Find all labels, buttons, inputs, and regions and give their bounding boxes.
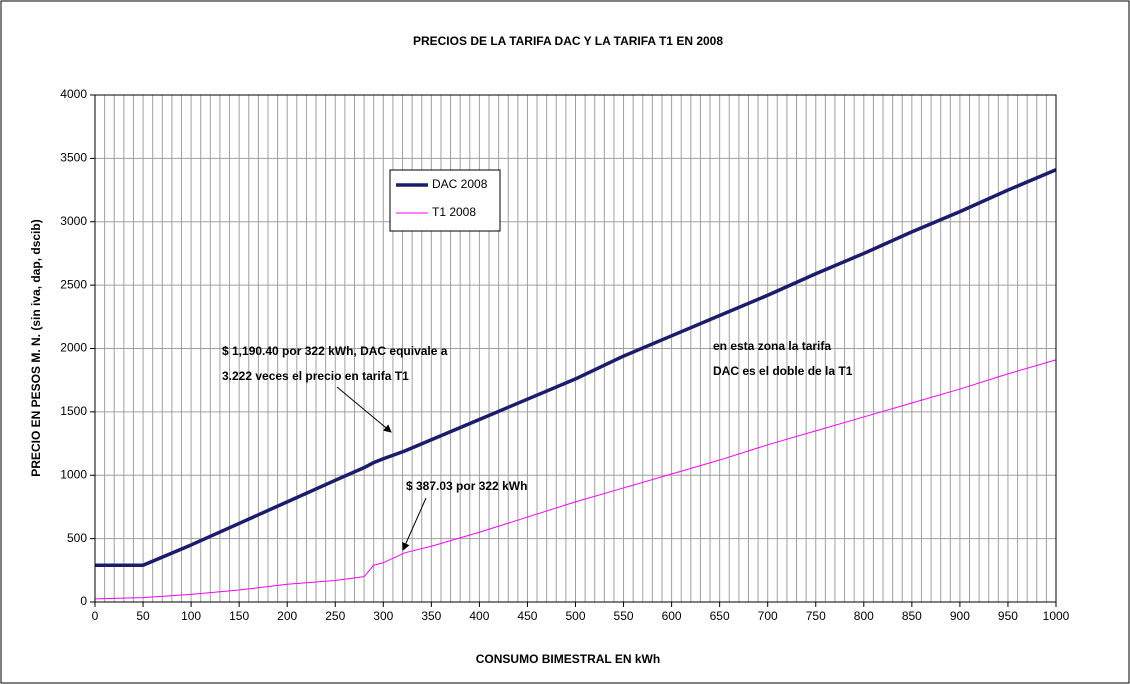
x-tick-label: 800 [854,609,874,623]
data-line [95,168,1057,567]
plot-border [94,94,1057,603]
x-axis-label: CONSUMO BIMESTRAL EN kWh [476,652,660,666]
data-line [94,359,1057,600]
x-tick-label: 950 [998,609,1018,623]
x-tick-label: 350 [421,609,441,623]
x-tick-label: 400 [469,609,489,623]
y-axis-label: PRECIO EN PESOS M. N. (sin iva, dap, dsc… [29,219,43,476]
annotation: $ 1,190.40 por 322 kWh, DAC equivale a [222,344,448,358]
annotation-arrow [336,386,392,433]
legend-label: DAC 2008 [432,177,488,191]
x-tick-label: 650 [710,609,730,623]
x-tick-label: 150 [229,609,249,623]
y-tick-label: 2000 [60,341,87,355]
y-tick-label: 500 [67,531,87,545]
x-tick-label: 450 [517,609,537,623]
x-tick-label: 750 [806,609,826,623]
y-tick-label: 1000 [60,467,87,481]
legend: DAC 2008 T1 2008 [389,169,501,232]
x-tick-label: 300 [373,609,393,623]
annotation: en esta zona la tarifa [713,339,831,353]
x-tick-label: 200 [277,609,297,623]
legend-box [389,169,501,232]
x-tick-label: 550 [614,609,634,623]
x-tick-label: 250 [325,609,345,623]
x-tick-label: 600 [662,609,682,623]
annotations: $ 1,190.40 por 322 kWh, DAC equivale a 3… [222,339,853,551]
x-tick-label: 500 [565,609,585,623]
x-tick-label: 0 [92,609,99,623]
x-tick-label: 100 [181,609,201,623]
annotation-arrow [402,497,427,551]
y-tick-label: 3000 [60,214,87,228]
y-tick-label: 3500 [60,151,87,165]
y-tick-label: 1500 [60,404,87,418]
annotation: $ 387.03 por 322 kWh [406,479,527,493]
x-tick-label: 900 [950,609,970,623]
y-tick-label: 0 [80,594,87,608]
chart-title: PRECIOS DE LA TARIFA DAC Y LA TARIFA T1 … [413,34,723,48]
y-tick-label: 2500 [60,277,87,291]
y-tick-label: 4000 [60,87,87,101]
x-tick-label: 50 [136,609,150,623]
annotation: DAC es el doble de la T1 [713,364,853,378]
x-tick-label: 850 [902,609,922,623]
x-tick-label: 700 [758,609,778,623]
x-tick-label: 1000 [1043,609,1070,623]
annotation: 3.222 veces el precio en tarifa T1 [222,369,409,383]
legend-label: T1 2008 [432,205,476,219]
